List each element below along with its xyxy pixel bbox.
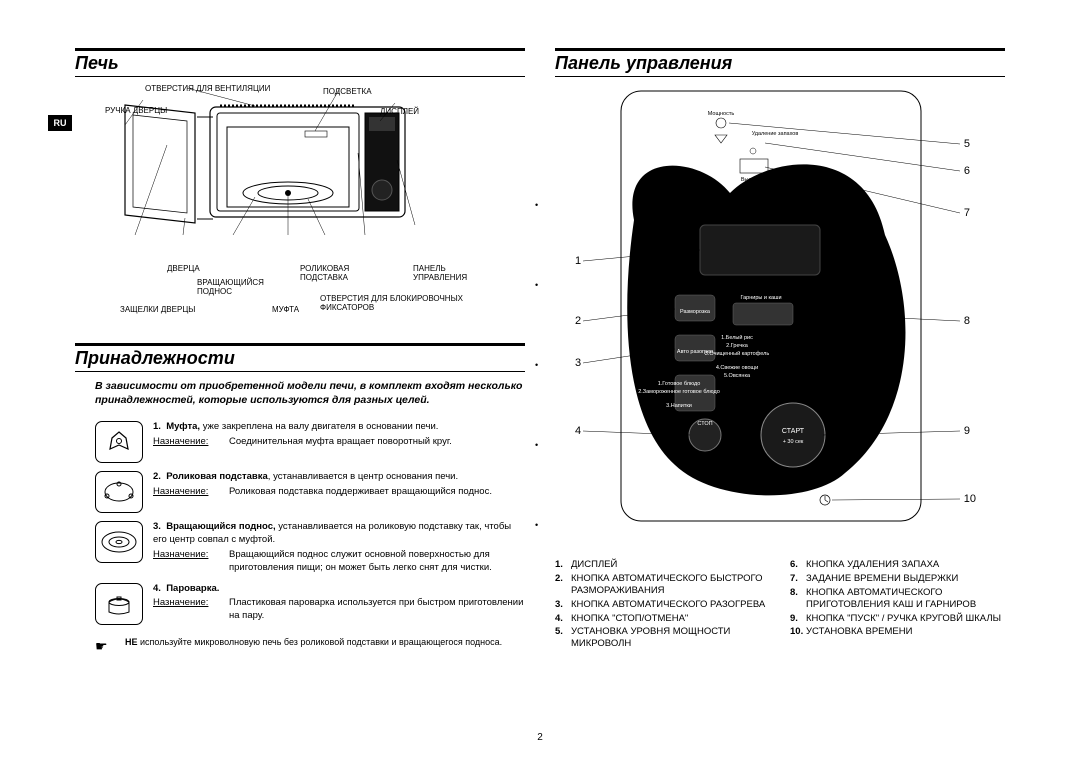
legend-num: 9.	[790, 613, 806, 625]
item-title: Муфта,	[166, 421, 200, 432]
legend: 1.ДИСПЛЕЙ 2.КНОПКА АВТОМАТИЧЕСКОГО БЫСТР…	[555, 559, 1005, 652]
page-number: 2	[537, 732, 543, 743]
left-column: Печь ОТВЕРСТИЯ ДЛЯ ВЕНТИЛЯЦИИ РУЧКА ДВЕР…	[75, 48, 525, 743]
roller-ring-icon	[95, 471, 143, 513]
svg-text:4.Свежие овощи: 4.Свежие овощи	[716, 365, 758, 371]
warning-note: ☛ НЕ используйте микроволновую печь без …	[75, 637, 525, 655]
legend-text: ДИСПЛЕЙ	[571, 559, 617, 571]
legend-num: 8.	[790, 587, 806, 611]
legend-text: КНОПКА АВТОМАТИЧЕСКОГО РАЗОГРЕВА	[571, 599, 765, 611]
label-door-handle: РУЧКА ДВЕРЦЫ	[105, 107, 167, 116]
callout-2: 2	[575, 315, 581, 327]
svg-text:3.Напитки: 3.Напитки	[666, 403, 692, 409]
note-bold: НЕ	[125, 637, 138, 647]
legend-num: 3.	[555, 599, 571, 611]
svg-text:Гарниры и каши: Гарниры и каши	[740, 295, 781, 301]
heading-control-panel: Панель управления	[555, 48, 1005, 77]
legend-num: 7.	[790, 573, 806, 585]
legend-text: ЗАДАНИЕ ВРЕМЕНИ ВЫДЕРЖКИ	[806, 573, 958, 585]
legend-text: КНОПКА "СТОП/ОТМЕНА"	[571, 613, 688, 625]
item-title: Вращающийся поднос,	[166, 521, 275, 532]
purpose-text: Вращающийся поднос служит основной повер…	[229, 549, 525, 575]
purpose-label: Назначение:	[153, 549, 229, 575]
legend-text: УСТАНОВКА ВРЕМЕНИ	[806, 626, 912, 638]
purpose-text: Роликовая подставка поддерживает вращающ…	[229, 486, 492, 499]
callout-4: 4	[575, 425, 581, 437]
label-vent: ОТВЕРСТИЯ ДЛЯ ВЕНТИЛЯЦИИ	[145, 85, 270, 94]
svg-text:+ 30 сек: + 30 сек	[783, 439, 804, 445]
item-num: 4.	[153, 583, 161, 594]
label-panel: ПАНЕЛЬ УПРАВЛЕНИЯ	[413, 265, 483, 283]
label-light: ПОДСВЕТКА	[323, 88, 372, 97]
legend-num: 1.	[555, 559, 571, 571]
svg-text:Мощность: Мощность	[708, 111, 735, 117]
purpose-label: Назначение:	[153, 436, 229, 449]
accessories-intro: В зависимости от приобретенной модели пе…	[95, 380, 525, 407]
legend-num: 5.	[555, 626, 571, 650]
lang-badge: RU	[48, 115, 72, 131]
callout-8: 8	[964, 315, 970, 327]
accessory-item: 3. Вращающийся поднос, устанавливается н…	[75, 521, 525, 574]
legend-num: 2.	[555, 573, 571, 597]
heading-oven: Печь	[75, 48, 525, 77]
note-text: используйте микроволновую печь без ролик…	[138, 637, 503, 647]
item-rest: , устанавливается в центр основания печи…	[268, 471, 458, 482]
right-column: Панель управления 1 2 3 4 5 6 7 8 9 10 М…	[555, 48, 1005, 743]
callout-6: 6	[964, 165, 970, 177]
svg-text:Разморозка: Разморозка	[680, 309, 711, 315]
legend-num: 6.	[790, 559, 806, 571]
steamer-icon	[95, 583, 143, 625]
svg-text:1.Белый рис: 1.Белый рис	[721, 334, 753, 341]
label-interlock: ОТВЕРСТИЯ ДЛЯ БЛОКИРОВОЧНЫХ ФИКСАТОРОВ	[320, 295, 470, 313]
accessory-item: 4. Пароварка. Назначение:Пластиковая пар…	[75, 583, 525, 625]
callout-9: 9	[964, 425, 970, 437]
svg-text:СТАРТ: СТАРТ	[782, 428, 805, 435]
svg-text:СТОП: СТОП	[697, 421, 712, 427]
item-rest: уже закреплена на валу двигателя в основ…	[200, 421, 438, 432]
item-title: Роликовая подставка	[166, 471, 268, 482]
item-num: 1.	[153, 421, 161, 432]
svg-text:2.Гречка: 2.Гречка	[726, 343, 749, 349]
item-num: 2.	[153, 471, 161, 482]
label-roller: РОЛИКОВАЯ ПОДСТАВКА	[300, 265, 370, 283]
callout-7: 7	[964, 207, 970, 219]
svg-text:5.Овсянка: 5.Овсянка	[724, 373, 751, 379]
legend-text: КНОПКА АВТОМАТИЧЕСКОГО БЫСТРОГО РАЗМОРАЖ…	[571, 573, 770, 597]
accessory-item: 2. Роликовая подставка, устанавливается …	[75, 471, 525, 513]
control-panel-diagram: 1 2 3 4 5 6 7 8 9 10 Мощность Удаление з…	[565, 85, 980, 545]
heading-accessories: Принадлежности	[75, 343, 525, 372]
callout-5: 5	[964, 138, 970, 150]
legend-text: КНОПКА УДАЛЕНИЯ ЗАПАХА	[806, 559, 939, 571]
callout-1: 1	[575, 255, 581, 267]
item-title: Пароварка.	[166, 583, 219, 594]
oven-diagram: ОТВЕРСТИЯ ДЛЯ ВЕНТИЛЯЦИИ РУЧКА ДВЕРЦЫ ПО…	[105, 85, 465, 285]
label-latches: ЗАЩЕЛКИ ДВЕРЦЫ	[120, 306, 195, 315]
coupler-icon	[95, 421, 143, 463]
binding-dots: •••••	[535, 200, 538, 530]
turntable-icon	[95, 521, 143, 563]
legend-text: УСТАНОВКА УРОВНЯ МОЩНОСТИ МИКРОВОЛН	[571, 626, 770, 650]
accessory-item: 1. Муфта, уже закреплена на валу двигате…	[75, 421, 525, 463]
pointer-icon: ☛	[95, 637, 115, 655]
purpose-label: Назначение:	[153, 597, 229, 623]
svg-text:Удаление запахов: Удаление запахов	[752, 131, 799, 137]
callout-3: 3	[575, 357, 581, 369]
legend-text: КНОПКА АВТОМАТИЧЕСКОГО ПРИГОТОВЛЕНИЯ КАШ…	[806, 587, 1005, 611]
control-panel-illustration: Мощность Удаление запахов Выдержка Размо…	[565, 85, 980, 535]
legend-num: 10.	[790, 626, 806, 638]
item-num: 3.	[153, 521, 161, 532]
svg-text:2.Замороженное готовое блюдо: 2.Замороженное готовое блюдо	[638, 389, 720, 395]
legend-text: КНОПКА "ПУСК" / РУЧКА КРУГОВЙ ШКАЛЫ	[806, 613, 1001, 625]
label-door: ДВЕРЦА	[167, 265, 200, 274]
label-coupler: МУФТА	[272, 306, 299, 315]
purpose-text: Пластиковая пароварка используется при б…	[229, 597, 525, 623]
purpose-text: Соединительная муфта вращает поворотный …	[229, 436, 452, 449]
purpose-label: Назначение:	[153, 486, 229, 499]
svg-text:3.Очищенный картофель: 3.Очищенный картофель	[705, 350, 770, 357]
label-display: ДИСПЛЕЙ	[380, 108, 419, 117]
callout-10: 10	[964, 493, 976, 505]
legend-num: 4.	[555, 613, 571, 625]
svg-text:1.Готовое блюдо: 1.Готовое блюдо	[658, 381, 701, 387]
label-turntable: ВРАЩАЮЩИЙСЯ ПОДНОС	[197, 279, 277, 297]
